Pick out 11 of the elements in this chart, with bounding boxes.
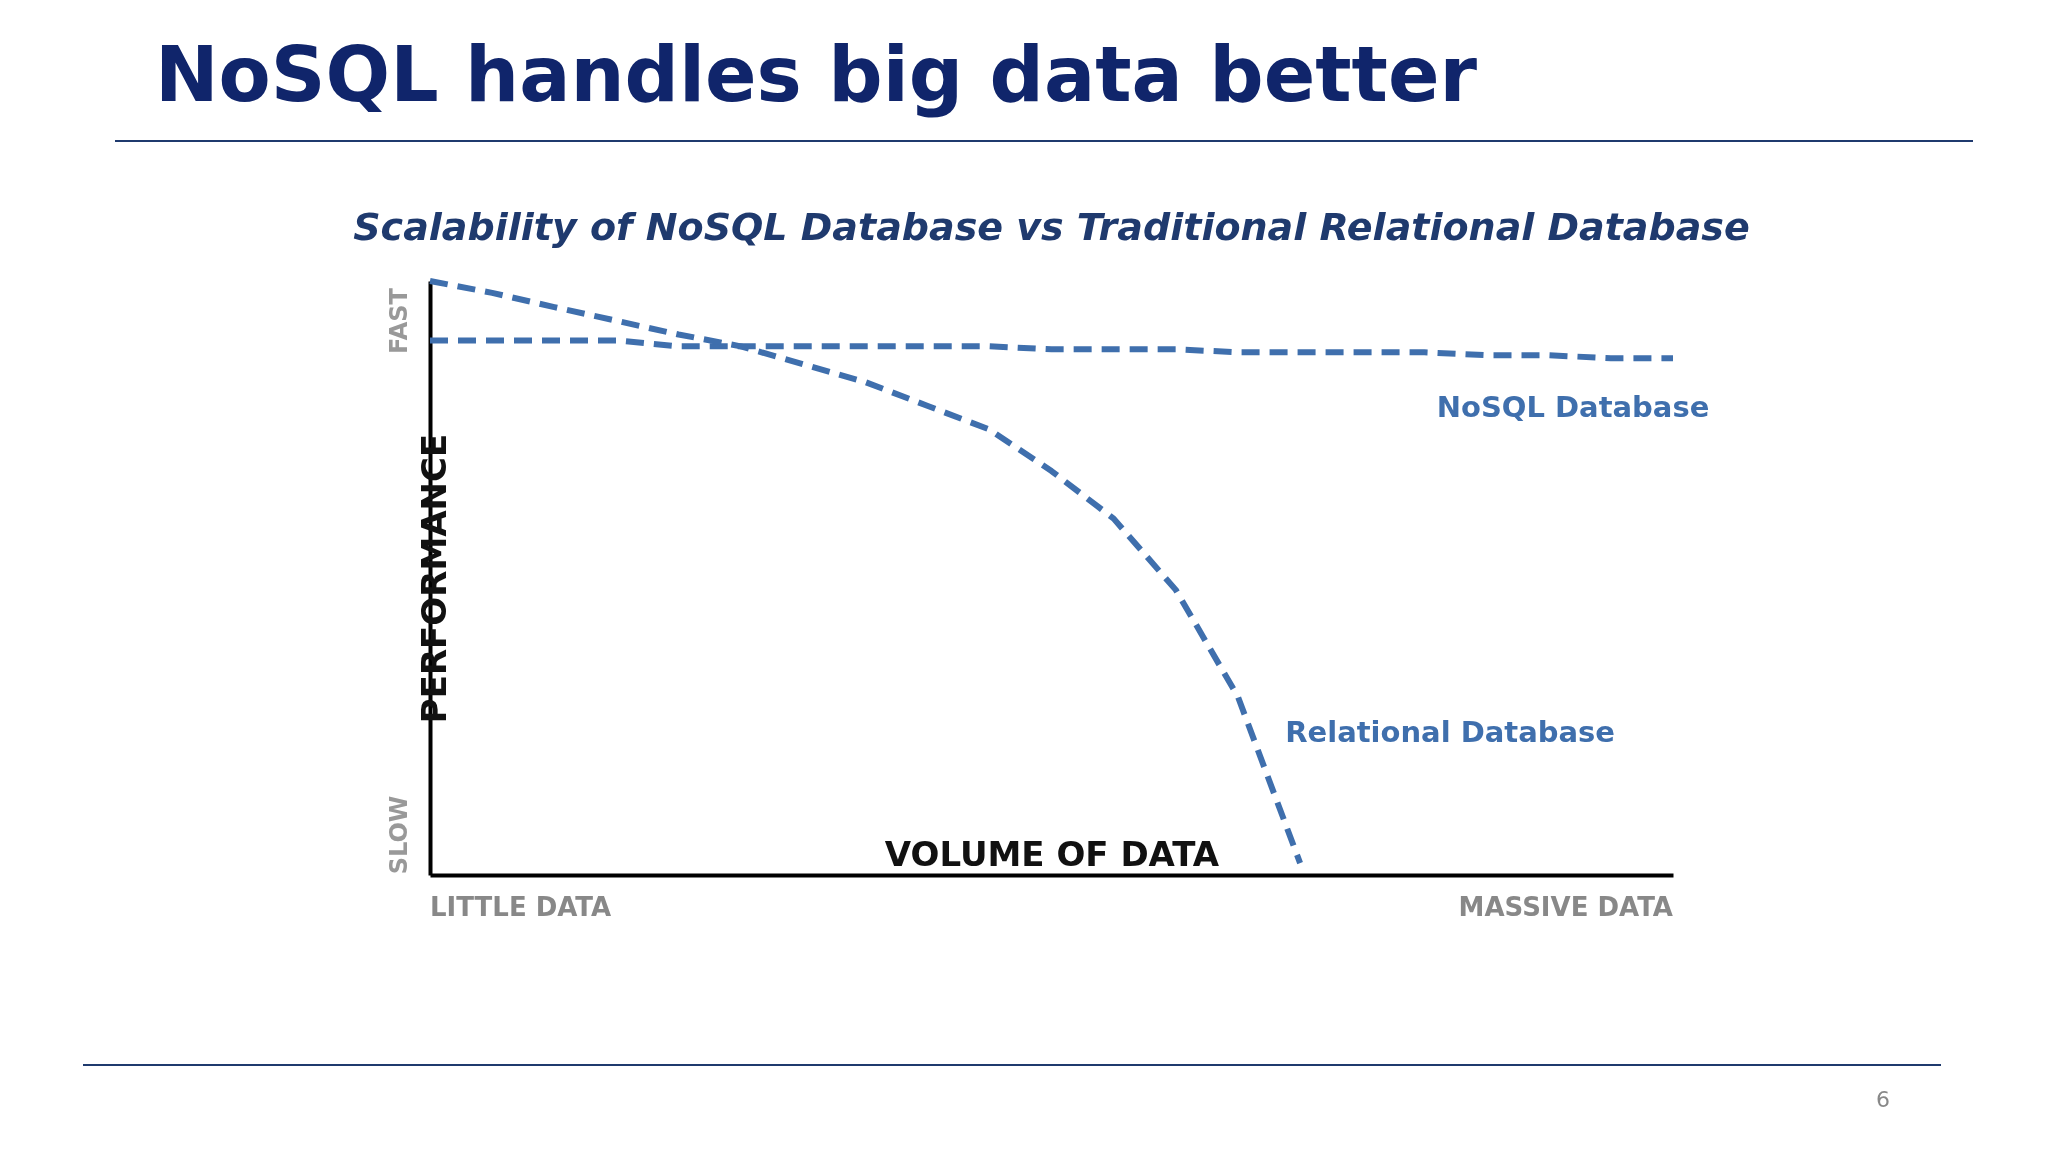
- text: 6: [1876, 1087, 1890, 1112]
- text: SLOW: [385, 795, 413, 875]
- text: MASSIVE DATA: [1458, 892, 1673, 922]
- chart-subtitle: Scalability of NoSQL Database vs Traditional Relational Database: [353, 205, 1750, 249]
- series-label: NoSQL Database: [1436, 390, 1710, 425]
- series-label: Relational Database: [1285, 715, 1616, 750]
- chart-title: NoSQL handles big data better: [155, 30, 1477, 119]
- text: LITTLE DATA: [430, 892, 612, 922]
- x-axis-title: VOLUME OF DATA: [884, 833, 1220, 874]
- y-axis-title: PERFORMANCE: [413, 433, 454, 724]
- text: FAST: [385, 287, 413, 354]
